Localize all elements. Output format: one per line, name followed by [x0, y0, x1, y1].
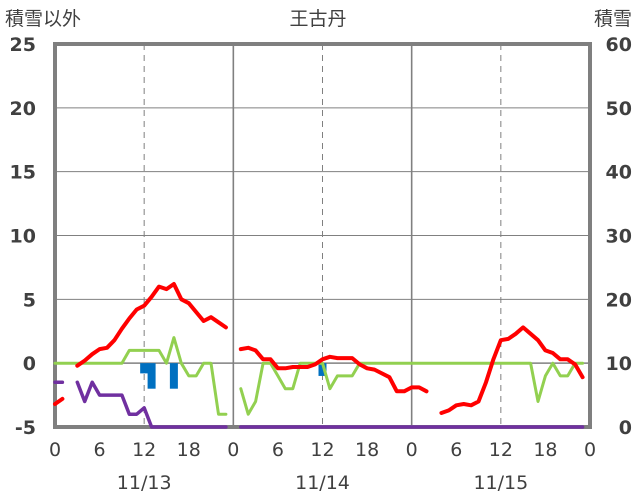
right-tick-label: 10 — [606, 353, 632, 375]
left-tick-label: 5 — [23, 289, 36, 311]
x-tick-label: 18 — [177, 439, 201, 461]
left-tick-label: 0 — [23, 353, 36, 375]
precip-bar — [140, 363, 149, 374]
left-tick-label: 20 — [10, 98, 36, 120]
snow-line — [53, 380, 585, 429]
right-axis-title: 積雪 — [593, 8, 632, 30]
left-tick-label: 10 — [10, 226, 36, 248]
x-tick-label: 12 — [310, 439, 334, 461]
x-tick-label: 18 — [355, 439, 379, 461]
right-tick-label: 50 — [606, 98, 632, 120]
date-label: 11/15 — [473, 472, 528, 494]
x-tick-label: 12 — [132, 439, 156, 461]
right-tick-label: 30 — [606, 226, 632, 248]
precip-bar — [147, 363, 156, 389]
left-tick-label: 25 — [10, 34, 36, 56]
x-tick-label: 12 — [489, 439, 513, 461]
left-tick-label: 15 — [10, 162, 36, 184]
date-label: 11/13 — [117, 472, 172, 494]
left-axis-title: 積雪以外 — [5, 8, 82, 30]
x-tick-label: 0 — [49, 439, 61, 461]
left-tick-label: -5 — [15, 417, 36, 439]
temperature-line — [53, 282, 585, 415]
right-tick-label: 20 — [606, 289, 632, 311]
precip-bar — [169, 363, 178, 389]
x-tick-label: 18 — [533, 439, 557, 461]
right-tick-label: 40 — [606, 162, 632, 184]
date-label: 11/14 — [295, 472, 350, 494]
x-tick-label: 0 — [584, 439, 596, 461]
x-tick-label: 6 — [94, 439, 106, 461]
x-tick-label: 0 — [406, 439, 418, 461]
right-tick-label: 60 — [606, 34, 632, 56]
x-tick-label: 6 — [272, 439, 284, 461]
precip-bar — [318, 363, 327, 376]
chart-title: 王古丹 — [289, 8, 347, 30]
x-tick-label: 0 — [227, 439, 239, 461]
x-tick-label: 6 — [450, 439, 462, 461]
right-tick-label: 0 — [619, 417, 632, 439]
